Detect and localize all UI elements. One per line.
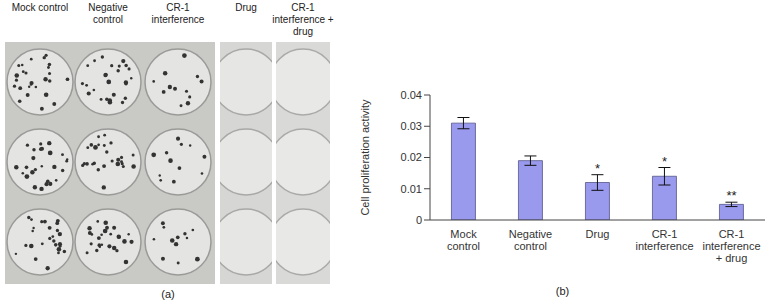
- svg-text:0.03: 0.03: [401, 120, 422, 132]
- html-text:(b): (b): [555, 285, 570, 297]
- html-text:Negative control: Negative control: [88, 2, 128, 25]
- html-text:CR-1 interference: CR-1 interference: [151, 2, 205, 25]
- html-text:CR-1 interference + drug: CR-1 interference + drug: [272, 2, 334, 37]
- svg-text:**: **: [726, 188, 736, 203]
- svg-text:(a): (a): [161, 288, 174, 300]
- svg-text:0: 0: [416, 214, 422, 226]
- svg-text:*: *: [595, 161, 600, 176]
- svg-text:CR-1interference: CR-1interference: [635, 228, 693, 252]
- html-text:Drug: Drug: [235, 2, 257, 13]
- svg-text:Negativecontrol: Negativecontrol: [509, 228, 552, 252]
- html-text:Mock control: Mock control: [11, 2, 69, 13]
- svg-text:Cell proliferation activity: Cell proliferation activity: [359, 99, 371, 216]
- svg-text:Drug: Drug: [586, 228, 610, 240]
- svg-text:0.01: 0.01: [401, 183, 422, 195]
- svg-text:CR-1interference+ drug: CR-1interference+ drug: [702, 228, 760, 264]
- svg-text:0.02: 0.02: [401, 151, 422, 163]
- svg-text:Mockcontrol: Mockcontrol: [447, 228, 480, 252]
- svg-text:0.04: 0.04: [401, 89, 422, 101]
- svg-text:*: *: [662, 154, 667, 169]
